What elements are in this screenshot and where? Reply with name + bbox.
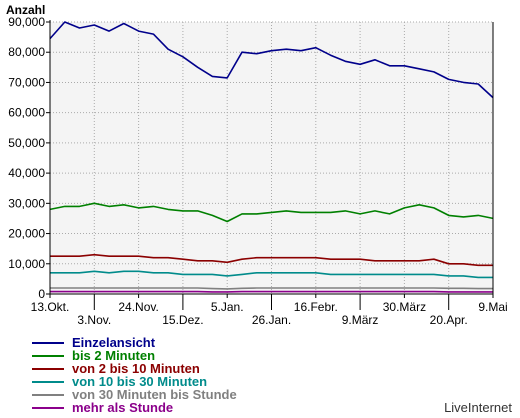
y-axis-ticks: 0 10,000 20,000 30,000 40,000 50,000 60,000 70,… [8,15,50,301]
legend-label: von 10 bis 30 Minuten [72,374,207,389]
series-line [49,21,494,99]
y-tick-label: 90,000 [8,15,45,29]
x-tick-label: 13.Okt. [31,300,70,314]
y-tick-label: 40,000 [8,166,45,180]
legend-label: von 30 Minuten bis Stunde [72,387,237,402]
y-tick-label: 0 [38,287,45,301]
y-tick-label: 70,000 [8,75,45,89]
x-tick-label: 3.Nov. [77,313,111,327]
grid [49,21,494,295]
series-line [50,287,493,290]
x-tick-label: 20.Apr. [430,313,468,327]
y-tick-label: 50,000 [8,136,45,150]
series-lines [49,21,494,293]
y-tick-label: 10,000 [8,257,45,271]
legend-label: bis 2 Minuten [72,348,155,363]
x-tick-label: 9.Mai [478,300,507,314]
y-tick-label: 80,000 [8,45,45,59]
x-axis-ticks: 13.Okt. 3.Nov. 24.Nov. 15.Dez. 5.Jan. 26.Jan.… [31,294,508,327]
x-tick-label: 15.Dez. [162,313,203,327]
legend-label: von 2 bis 10 Minuten [72,361,200,376]
x-tick-label: 26.Jan. [252,313,291,327]
x-tick-label: 30.März [383,300,426,314]
x-tick-label: 16.Febr. [294,300,338,314]
series-line [49,202,494,223]
series-line [50,270,493,279]
legend-label: Einzelansicht [72,335,156,350]
x-tick-label: 5.Jan. [211,300,244,314]
x-tick-label: 24.Nov. [118,300,158,314]
y-tick-label: 60,000 [8,106,45,120]
series-line [50,253,493,267]
legend-label: mehr als Stunde [72,400,173,415]
watermark: LiveInternet [444,400,512,415]
x-tick-label: 9.März [342,313,379,327]
y-tick-label: 20,000 [8,227,45,241]
y-tick-label: 30,000 [8,196,45,210]
chart-title: Anzahl [6,3,45,17]
